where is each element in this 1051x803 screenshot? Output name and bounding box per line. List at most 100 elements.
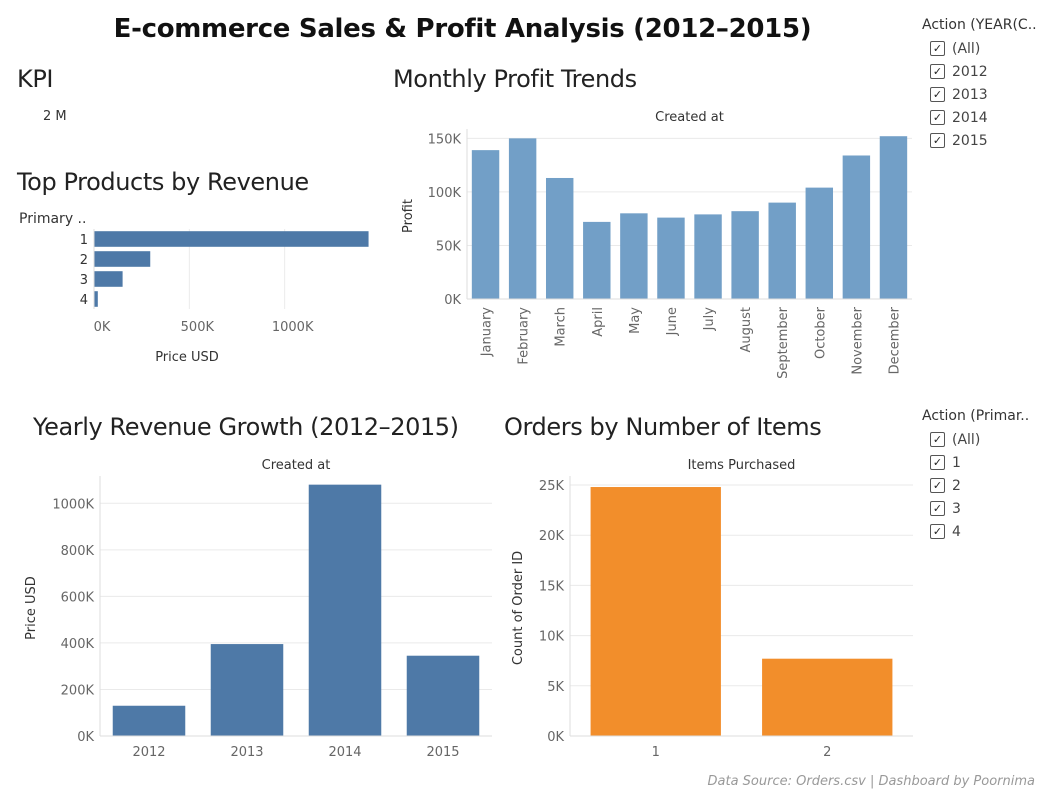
primary-filter-option-label: 3 xyxy=(952,500,961,517)
bar xyxy=(94,271,123,287)
bar xyxy=(545,177,574,299)
x-tick-label: 2014 xyxy=(328,745,361,760)
y-tick-label: 800K xyxy=(61,544,95,559)
checkbox-checked-icon[interactable]: ✓ xyxy=(930,524,945,539)
primary-filter-option[interactable]: ✓ 3 xyxy=(922,497,1047,520)
y-axis-label: Count of Order ID xyxy=(511,551,526,665)
y-tick-label: 3 xyxy=(80,273,88,288)
bar xyxy=(308,484,382,736)
chart-header: Items Purchased xyxy=(688,458,796,473)
bar xyxy=(583,221,611,299)
bar xyxy=(94,251,151,267)
checkbox-checked-icon[interactable]: ✓ xyxy=(930,64,945,79)
checkbox-checked-icon[interactable]: ✓ xyxy=(930,432,945,447)
x-tick-label: 2012 xyxy=(132,745,165,760)
orders-items-title: Orders by Number of Items xyxy=(504,413,822,441)
x-tick-label: June xyxy=(665,307,680,336)
y-tick-label: 5K xyxy=(547,680,564,695)
checkbox-checked-icon[interactable]: ✓ xyxy=(930,110,945,125)
x-tick-label: 0K xyxy=(94,320,111,335)
bar xyxy=(805,187,834,299)
bar xyxy=(112,705,186,736)
bar xyxy=(471,150,500,299)
bar xyxy=(657,217,685,299)
bar xyxy=(731,211,759,299)
y-tick-label: 0K xyxy=(77,730,94,745)
year-filter-option[interactable]: ✓ 2014 xyxy=(922,106,1047,129)
bar xyxy=(590,487,721,736)
year-filter-option-label: 2012 xyxy=(952,63,988,80)
x-tick-label: August xyxy=(739,307,754,353)
y-tick-label: 15K xyxy=(539,579,565,594)
primary-filter-option[interactable]: ✓ 2 xyxy=(922,474,1047,497)
y-axis-label: Profit xyxy=(401,199,416,233)
bar xyxy=(879,136,908,299)
primary-filter-option-label: 4 xyxy=(952,523,961,540)
primary-filter-title: Action (Primar.. xyxy=(922,408,1030,424)
year-filter-option[interactable]: ✓ 2015 xyxy=(922,129,1047,152)
checkbox-checked-icon[interactable]: ✓ xyxy=(930,501,945,516)
y-tick-label: 0K xyxy=(547,730,564,745)
orders-items-chart: Items Purchased 0K 5K 10K 15K 20K 25K 1 2 Count o… xyxy=(511,458,913,760)
primary-filter-option-label: 1 xyxy=(952,454,961,471)
y-tick-label: 10K xyxy=(539,630,565,645)
y-tick-label: 600K xyxy=(61,590,95,605)
checkbox-checked-icon[interactable]: ✓ xyxy=(930,41,945,56)
x-tick-label: September xyxy=(776,306,791,379)
x-tick-label: October xyxy=(813,306,828,359)
x-tick-label: 1000K xyxy=(272,320,314,335)
bar xyxy=(768,202,796,299)
kpi-value: 2 M xyxy=(43,109,67,124)
y-axis-label: Price USD xyxy=(24,576,39,640)
year-filter-option-label: 2014 xyxy=(952,109,988,126)
x-axis-label: Price USD xyxy=(155,350,219,365)
checkbox-checked-icon[interactable]: ✓ xyxy=(930,133,945,148)
dashboard-title: E-commerce Sales & Profit Analysis (2012… xyxy=(113,14,812,44)
primary-filter-option[interactable]: ✓ (All) xyxy=(922,428,1047,451)
y-tick-label: 0K xyxy=(444,293,461,308)
y-tick-label: 20K xyxy=(539,529,565,544)
y-tick-label: 1000K xyxy=(52,497,94,512)
x-tick-label: 2015 xyxy=(426,745,459,760)
year-filter-option[interactable]: ✓ (All) xyxy=(922,37,1047,60)
year-filter-option-label: 2013 xyxy=(952,86,988,103)
year-filter-option-label: (All) xyxy=(952,40,981,57)
x-tick-label: July xyxy=(702,307,717,332)
x-tick-label: November xyxy=(850,306,865,374)
yearly-revenue-chart: Created at 0K 200K 400K 600K 800K 1000K 2012 201… xyxy=(24,458,492,760)
x-tick-label: March xyxy=(554,307,569,347)
bar xyxy=(842,155,871,299)
year-filter: Action (YEAR(C.. ✓ (All) ✓ 2012 ✓ 2013 ✓ 201… xyxy=(922,17,1047,152)
year-filter-option[interactable]: ✓ 2013 xyxy=(922,83,1047,106)
chart-header: Created at xyxy=(655,110,724,125)
x-tick-label: 2 xyxy=(823,745,831,760)
footer-credit: Data Source: Orders.csv | Dashboard by P… xyxy=(707,774,1036,789)
y-tick-label: 200K xyxy=(61,683,95,698)
y-tick-label: 1 xyxy=(80,233,88,248)
kpi-title: KPI xyxy=(17,65,54,93)
primary-filter-option[interactable]: ✓ 1 xyxy=(922,451,1047,474)
checkbox-checked-icon[interactable]: ✓ xyxy=(930,455,945,470)
bar xyxy=(694,214,722,299)
bar xyxy=(94,231,369,247)
checkbox-checked-icon[interactable]: ✓ xyxy=(930,87,945,102)
year-filter-title: Action (YEAR(C.. xyxy=(922,17,1037,33)
bar xyxy=(762,658,893,736)
checkbox-checked-icon[interactable]: ✓ xyxy=(930,478,945,493)
bar xyxy=(508,138,537,299)
primary-filter-option-label: 2 xyxy=(952,477,961,494)
y-tick-label: 4 xyxy=(80,293,88,308)
year-filter-option[interactable]: ✓ 2012 xyxy=(922,60,1047,83)
y-tick-label: 50K xyxy=(436,239,462,254)
monthly-profit-chart: Created at 0K 50K 100K 150K January February Ma… xyxy=(401,110,912,379)
y-tick-label: 400K xyxy=(61,637,95,652)
primary-filter: Action (Primar.. ✓ (All) ✓ 1 ✓ 2 ✓ 3 ✓ 4 xyxy=(922,408,1047,543)
yearly-revenue-title: Yearly Revenue Growth (2012–2015) xyxy=(33,413,459,441)
primary-filter-option[interactable]: ✓ 4 xyxy=(922,520,1047,543)
bar xyxy=(620,213,648,299)
top-products-title: Top Products by Revenue xyxy=(17,168,309,196)
y-tick-label: 2 xyxy=(80,253,88,268)
year-filter-option-label: 2015 xyxy=(952,132,988,149)
x-tick-label: December xyxy=(887,306,902,374)
row-header: Primary .. xyxy=(19,211,86,227)
